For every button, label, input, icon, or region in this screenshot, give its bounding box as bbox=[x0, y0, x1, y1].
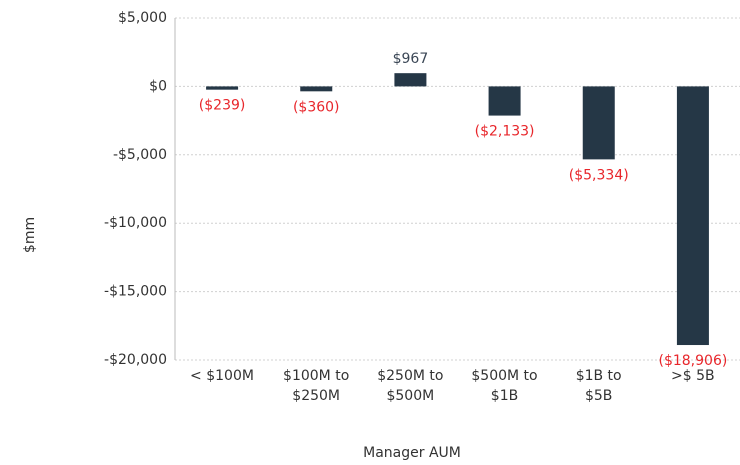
bar bbox=[676, 86, 709, 346]
bar bbox=[488, 86, 521, 116]
value-label: ($360) bbox=[293, 99, 340, 115]
y-tick-label: -$10,000 bbox=[104, 215, 167, 231]
bar bbox=[300, 86, 333, 92]
y-tick-label: -$20,000 bbox=[104, 352, 167, 368]
x-tick-label: >$ 5B bbox=[671, 368, 715, 384]
x-tick-label: $250M to $500M bbox=[377, 368, 444, 404]
bar bbox=[582, 86, 615, 160]
y-tick-label: -$15,000 bbox=[104, 284, 167, 300]
x-tick-label: < $100M bbox=[190, 368, 254, 384]
y-axis-title: $mm bbox=[22, 217, 38, 253]
bar bbox=[394, 73, 427, 87]
value-label: ($239) bbox=[199, 98, 246, 114]
x-axis-title: Manager AUM bbox=[363, 445, 461, 461]
value-label: ($5,334) bbox=[569, 167, 629, 183]
x-tick-label: $1B to $5B bbox=[575, 368, 622, 404]
value-label: ($2,133) bbox=[475, 124, 535, 140]
x-tick-label: $500M to $1B bbox=[471, 368, 538, 404]
x-tick-label: $100M to $250M bbox=[283, 368, 350, 404]
y-tick-label: $0 bbox=[149, 78, 167, 94]
value-label: ($18,906) bbox=[659, 353, 728, 369]
y-tick-label: -$5,000 bbox=[113, 147, 167, 163]
value-label: $967 bbox=[393, 51, 429, 67]
bar bbox=[206, 86, 239, 90]
y-tick-label: $5,000 bbox=[118, 10, 167, 26]
